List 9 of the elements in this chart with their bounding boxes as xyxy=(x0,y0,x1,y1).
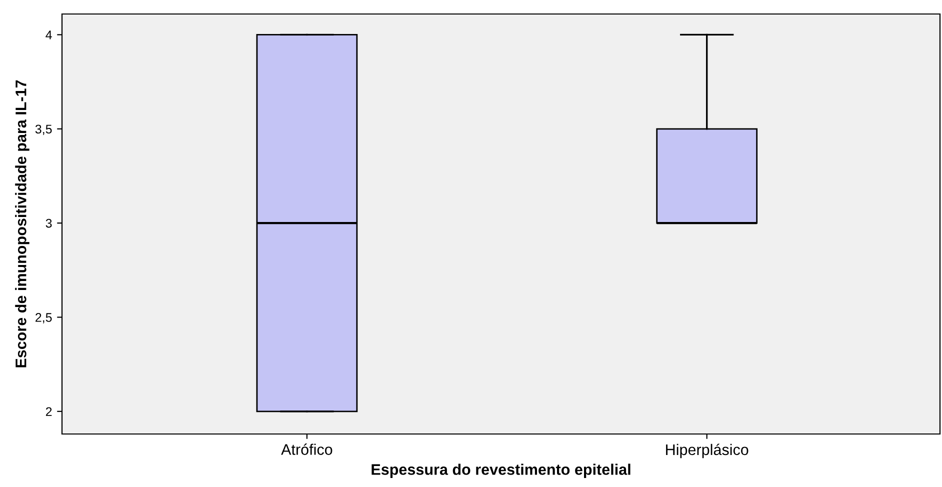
y-axis-title: Escore de imunopositividade para IL-17 xyxy=(15,80,30,368)
x-tick-label: Atrófico xyxy=(281,444,332,455)
y-tick-label: 3,5 xyxy=(35,124,52,136)
y-tick-label: 3 xyxy=(46,218,52,228)
y-tick-label: 2 xyxy=(46,407,52,416)
x-tick-label: Hiperplásico xyxy=(666,444,748,458)
x-axis-title: Espessura do revestimento epitelial xyxy=(372,464,630,478)
y-tick-label: 2,5 xyxy=(36,313,52,324)
y-tick-label: 4 xyxy=(46,30,52,40)
